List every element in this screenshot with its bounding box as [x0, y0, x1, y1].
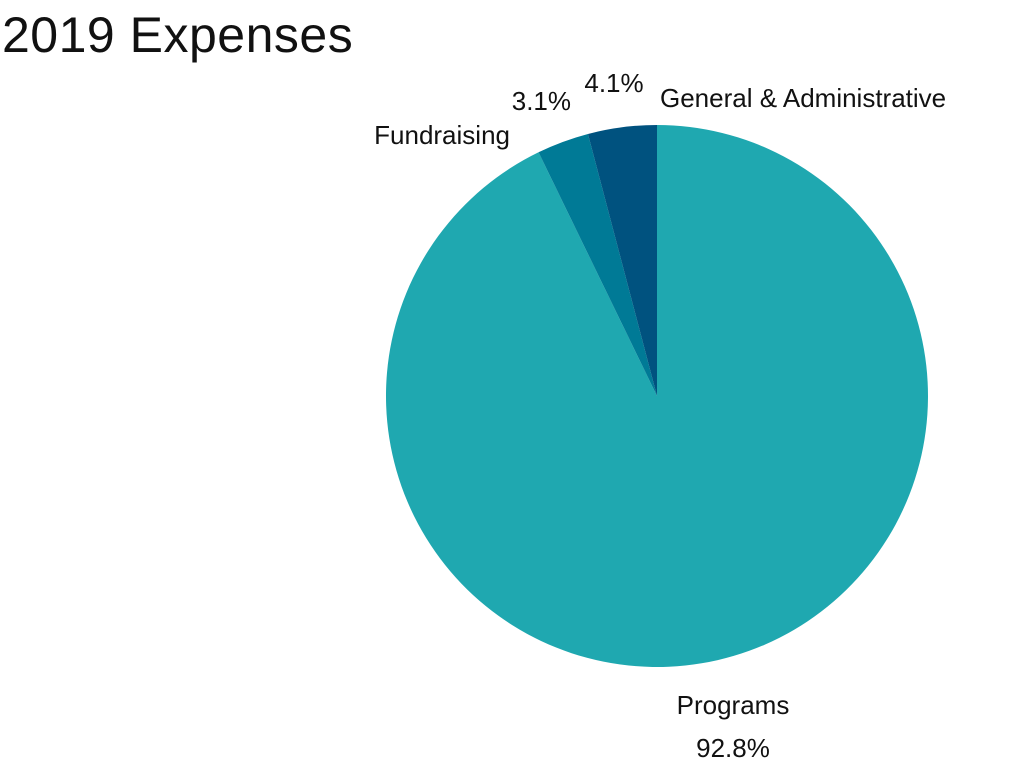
slice-value-programs: 92.8% — [696, 733, 770, 763]
slice-label-programs: Programs — [677, 690, 790, 720]
pie-slice-fundraising — [538, 133, 657, 396]
pie-slice-programs — [385, 125, 928, 667]
chart-title: 2019 Expenses — [2, 7, 354, 63]
pie-slice-general-and-administrative — [587, 125, 657, 396]
slice-value-general-and-administrative: 4.1% — [584, 68, 643, 98]
slice-value-fundraising: 3.1% — [512, 86, 571, 116]
slice-label-general-and-administrative: General & Administrative — [660, 83, 946, 113]
slice-label-fundraising: Fundraising — [374, 120, 510, 150]
pie-slices — [385, 125, 928, 667]
